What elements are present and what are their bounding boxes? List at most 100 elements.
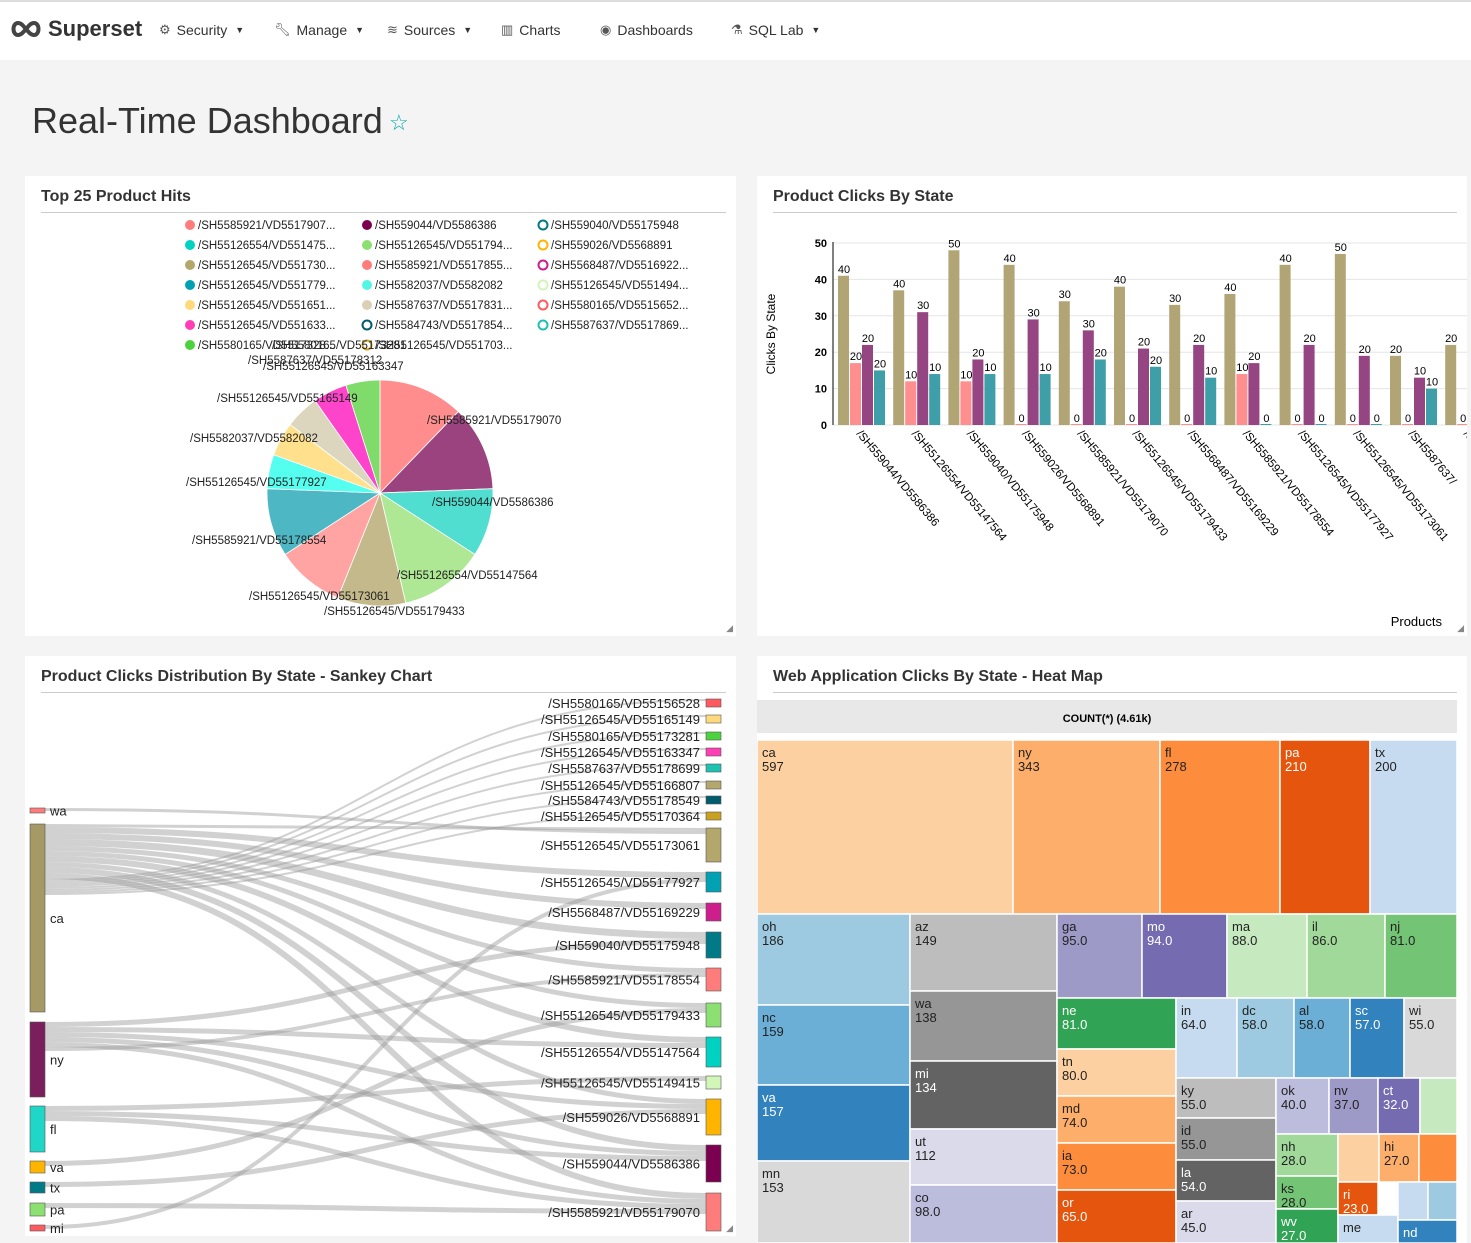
favorite-star-icon[interactable]: ☆ (389, 110, 409, 135)
legend-marker (537, 259, 549, 271)
sankey-target-label: /SH5568487/VD55169229 (548, 905, 700, 920)
treemap-cell-label: dc (1242, 1003, 1256, 1018)
sankey-target-node (705, 698, 722, 708)
treemap-cell-value: 134 (915, 1080, 937, 1095)
treemap-cell (1349, 997, 1405, 1079)
bar-value-label: 30 (1169, 293, 1181, 305)
legend-label: /SH55126545/VD551794... (375, 240, 512, 252)
nav-dashboards-link[interactable]: ◉ Dashboards (600, 22, 693, 38)
bar (1070, 424, 1082, 425)
sankey-target-label: /SH55126545/VD55179433 (541, 1008, 700, 1023)
legend-marker (185, 300, 195, 310)
treemap-cell-value: 57.0 (1355, 1017, 1380, 1032)
bar-value-label: 40 (893, 278, 905, 290)
treemap-cell-value: 28.0 (1281, 1153, 1306, 1168)
treemap-cell (757, 913, 911, 1006)
sankey-target-node (705, 1098, 722, 1136)
nav-charts-link[interactable]: ▥ Charts (501, 22, 561, 38)
sankey-target-node (705, 1002, 722, 1028)
treemap-cell (757, 739, 1014, 915)
brand-name: Superset (48, 16, 143, 41)
treemap-cell (1012, 739, 1161, 915)
bar-value-label: 40 (1003, 253, 1015, 265)
bar-value-label: 0 (1074, 413, 1080, 425)
x-axis-label: Products (1391, 614, 1443, 629)
nav-manage-menu[interactable]: 🔧︎ Manage ▼ (274, 22, 364, 38)
bar-value-label: 20 (1390, 344, 1402, 356)
bar (1248, 363, 1260, 425)
sankey-target-label: /SH559040/VD55175948 (555, 938, 700, 953)
sankey-link (44, 1008, 707, 1166)
treemap-cell (1369, 739, 1458, 915)
sankey-source-label: ca (50, 911, 65, 926)
x-tick-label: /SH55126554/VD55147564 (909, 428, 1009, 544)
sankey-link (44, 873, 707, 1199)
bar-value-label: 10 (960, 369, 972, 381)
resize-handle-icon[interactable]: ◢ (726, 1223, 733, 1233)
treemap-cell (1175, 1077, 1277, 1119)
resize-handle-icon[interactable]: ◢ (1457, 623, 1464, 633)
sankey-link (44, 1111, 707, 1161)
treemap-cell-label: al (1299, 1003, 1309, 1018)
slice-label: /SH5580165/VD55173281 (272, 340, 406, 352)
treemap-cell-value: 138 (915, 1010, 937, 1025)
legend-label: /SH55126545/VD551779... (198, 280, 335, 292)
bar-value-label: 0 (1019, 413, 1025, 425)
legend-marker (185, 260, 195, 270)
sankey-link (44, 939, 707, 1027)
treemap-cell-label: il (1312, 919, 1318, 934)
slice-label: /SH55126554/VD55147564 (397, 570, 538, 582)
bar (1402, 424, 1413, 425)
treemap-cell (909, 1184, 1058, 1243)
treemap-cell-value: 45.0 (1181, 1220, 1206, 1235)
resize-handle-icon[interactable]: ◢ (726, 623, 733, 633)
legend-marker (362, 300, 372, 310)
legend-label: /SH559040/VD55175948 (551, 220, 679, 232)
x-tick-label: /SH5568487/VD55169229 (1185, 428, 1281, 539)
bar-value-label: 30 (1059, 289, 1071, 301)
treemap-cell-label: ut (915, 1134, 926, 1149)
treemap-cell-value: 55.0 (1409, 1017, 1434, 1032)
nav-sqllab-menu[interactable]: ⚗ SQL Lab ▼ (731, 22, 820, 38)
bar (1334, 253, 1346, 425)
legend-marker (362, 260, 372, 270)
legend-marker (362, 280, 372, 290)
sankey-link (44, 796, 707, 893)
nav-manage-label: Manage (296, 22, 348, 38)
treemap-cell (1175, 1159, 1277, 1202)
treemap-cell-label: or (1062, 1195, 1074, 1210)
panel-title: Product Clicks Distribution By State - S… (41, 668, 433, 685)
bar-value-label: 0 (1263, 413, 1269, 425)
treemap-cell-label: ct (1383, 1083, 1394, 1098)
brand-logo[interactable]: Superset (10, 16, 142, 42)
sankey-source-node (29, 1021, 46, 1098)
superset-logo-icon (11, 20, 41, 38)
treemap-cell-label: hi (1384, 1139, 1394, 1154)
treemap-cell (1279, 739, 1371, 915)
y-axis-label: Clicks By State (764, 293, 778, 374)
bar (929, 374, 941, 425)
sankey-link (44, 1109, 707, 1187)
legend-label: /SH5580165/VD5517328... (198, 340, 335, 352)
slice-label: /SH55126545/VD55179433 (324, 606, 465, 618)
bar (1181, 424, 1193, 425)
treemap-cell (1337, 1181, 1379, 1216)
bar (1003, 264, 1015, 425)
treemap-cell (1275, 1133, 1339, 1177)
legend-marker (362, 220, 372, 230)
bar-value-label: 0 (1405, 413, 1411, 425)
nav-sources-menu[interactable]: ≋ Sources ▼ (387, 22, 472, 38)
bar (1039, 374, 1051, 425)
sankey-target-label: /SH55126545/VD55166807 (541, 778, 700, 793)
page-title: Real-Time Dashboard (32, 100, 383, 141)
legend-label: /SH5585921/VD5517855... (375, 260, 512, 272)
bar (1082, 330, 1094, 425)
x-tick-label: /SH5587637/ (1406, 428, 1459, 488)
bar-value-label: 10 (1205, 366, 1217, 378)
treemap-cell (1337, 1214, 1399, 1243)
nav-sources-label: Sources (403, 22, 456, 38)
divider (41, 212, 726, 213)
sankey-target-node (705, 714, 722, 724)
nav-security-menu[interactable]: ⚙ Security ▼ (159, 22, 244, 38)
sankey-target-label: /SH55126545/VD55149415 (541, 1076, 700, 1091)
